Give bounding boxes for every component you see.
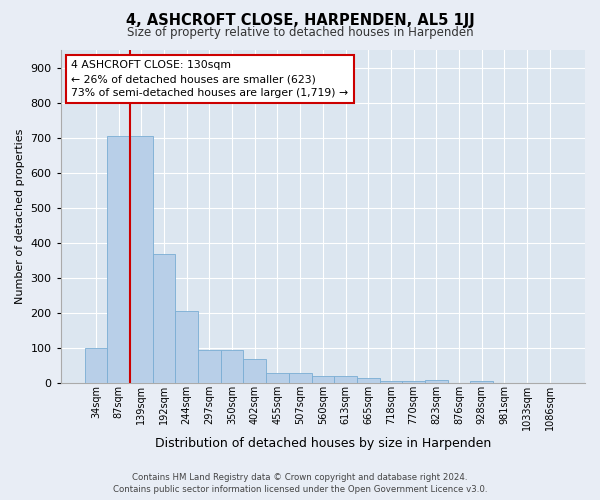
Bar (244, 359, 266, 384)
Bar (289, 373, 311, 384)
Bar (130, 136, 152, 384)
Bar (198, 350, 221, 384)
Text: 4, ASHCROFT CLOSE, HARPENDEN, AL5 1JJ: 4, ASHCROFT CLOSE, HARPENDEN, AL5 1JJ (125, 12, 475, 28)
Bar (221, 350, 244, 384)
Bar (175, 312, 198, 384)
Y-axis label: Number of detached properties: Number of detached properties (15, 129, 25, 304)
Bar (402, 380, 425, 384)
Bar (357, 378, 380, 384)
Bar (152, 254, 175, 384)
Bar (334, 376, 357, 384)
Text: Size of property relative to detached houses in Harpenden: Size of property relative to detached ho… (127, 26, 473, 39)
Bar (311, 376, 334, 384)
Bar (380, 380, 402, 384)
Bar (470, 380, 493, 384)
Text: Contains HM Land Registry data © Crown copyright and database right 2024.
Contai: Contains HM Land Registry data © Crown c… (113, 473, 487, 494)
Bar (107, 136, 130, 384)
Bar (266, 373, 289, 384)
Bar (85, 348, 107, 384)
Text: 4 ASHCROFT CLOSE: 130sqm
← 26% of detached houses are smaller (623)
73% of semi-: 4 ASHCROFT CLOSE: 130sqm ← 26% of detach… (71, 60, 349, 98)
X-axis label: Distribution of detached houses by size in Harpenden: Distribution of detached houses by size … (155, 437, 491, 450)
Bar (425, 380, 448, 384)
